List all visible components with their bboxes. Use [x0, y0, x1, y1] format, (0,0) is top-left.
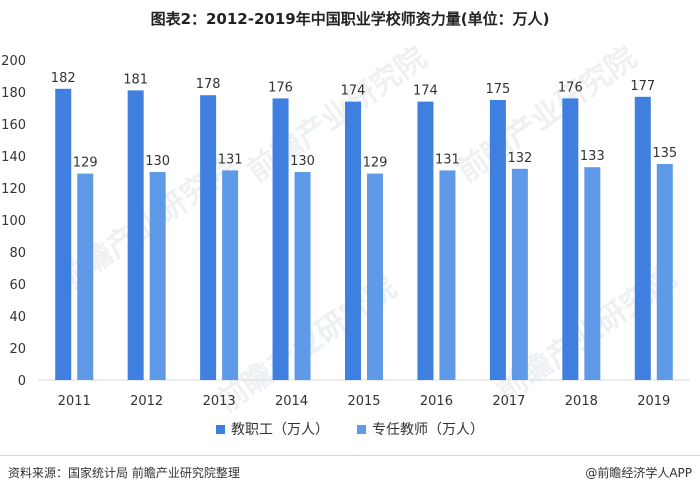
bar-teachers — [222, 170, 239, 380]
data-label: 176 — [558, 80, 583, 95]
data-label: 129 — [363, 156, 388, 171]
bar-staff — [562, 98, 579, 381]
bar-staff — [272, 98, 289, 381]
legend-item-series2: 专任教师（万人） — [357, 419, 484, 439]
y-tick-label: 60 — [9, 278, 26, 293]
y-tick-label: 0 — [18, 374, 26, 389]
bar-teachers — [149, 172, 166, 380]
bar-teachers — [511, 168, 528, 380]
bar-teachers — [439, 170, 456, 380]
x-tick-label: 2017 — [492, 394, 525, 409]
footer-divider — [0, 455, 700, 456]
bar-staff — [417, 101, 434, 380]
legend-item-series1: 教职工（万人） — [216, 419, 329, 439]
y-tick-label: 40 — [9, 310, 26, 325]
bar-teachers — [294, 172, 311, 380]
x-tick-label: 2014 — [275, 394, 308, 409]
data-label: 132 — [507, 151, 532, 166]
data-label: 181 — [123, 72, 148, 87]
data-label: 130 — [290, 154, 315, 169]
x-tick-label: 2016 — [420, 394, 453, 409]
bar-staff — [55, 88, 72, 381]
x-tick-label: 2015 — [347, 394, 380, 409]
legend-swatch-series2 — [357, 424, 366, 434]
y-tick-label: 80 — [9, 246, 26, 261]
data-label: 175 — [485, 82, 510, 97]
y-tick-label: 20 — [9, 342, 26, 357]
chart-title: 图表2：2012-2019年中国职业学校师资力量(单位：万人) — [150, 10, 550, 28]
y-tick-label: 160 — [1, 118, 26, 133]
data-label: 130 — [145, 154, 170, 169]
bar-staff — [200, 95, 217, 380]
data-label: 182 — [51, 71, 76, 86]
legend-label-series1: 教职工（万人） — [231, 422, 329, 438]
data-label: 129 — [73, 156, 98, 171]
data-label: 135 — [652, 146, 677, 161]
y-tick-label: 200 — [1, 54, 26, 69]
data-label: 131 — [218, 152, 243, 167]
x-tick-label: 2019 — [637, 394, 670, 409]
bar-teachers — [77, 173, 94, 380]
x-tick-label: 2018 — [565, 394, 598, 409]
source-note: 资料来源：国家统计局 前瞻产业研究院整理 — [8, 466, 240, 480]
y-tick-label: 140 — [1, 150, 26, 165]
data-label: 174 — [413, 84, 438, 99]
data-label: 178 — [196, 77, 221, 92]
data-label: 133 — [580, 149, 605, 164]
x-tick-label: 2011 — [58, 394, 91, 409]
bar-teachers — [367, 173, 383, 380]
legend-label-series2: 专任教师（万人） — [372, 422, 484, 438]
data-label: 177 — [630, 79, 655, 94]
bar-staff — [489, 100, 506, 380]
x-tick-label: 2012 — [130, 394, 163, 409]
legend-swatch-series1 — [216, 424, 225, 434]
bar-teachers — [584, 167, 601, 380]
bar-teachers — [656, 164, 673, 380]
data-label: 174 — [341, 84, 366, 99]
bar-staff — [127, 90, 144, 381]
legend: 教职工（万人） 专任教师（万人） — [0, 419, 700, 439]
bar-staff — [345, 101, 361, 380]
data-label: 176 — [268, 80, 293, 95]
brand-credit: @前瞻经济学人APP — [585, 466, 692, 480]
data-label: 131 — [435, 152, 460, 167]
y-tick-label: 100 — [1, 214, 26, 229]
bar-staff — [634, 96, 651, 381]
y-tick-label: 120 — [1, 182, 26, 197]
x-tick-label: 2013 — [203, 394, 236, 409]
y-tick-label: 180 — [1, 86, 26, 101]
